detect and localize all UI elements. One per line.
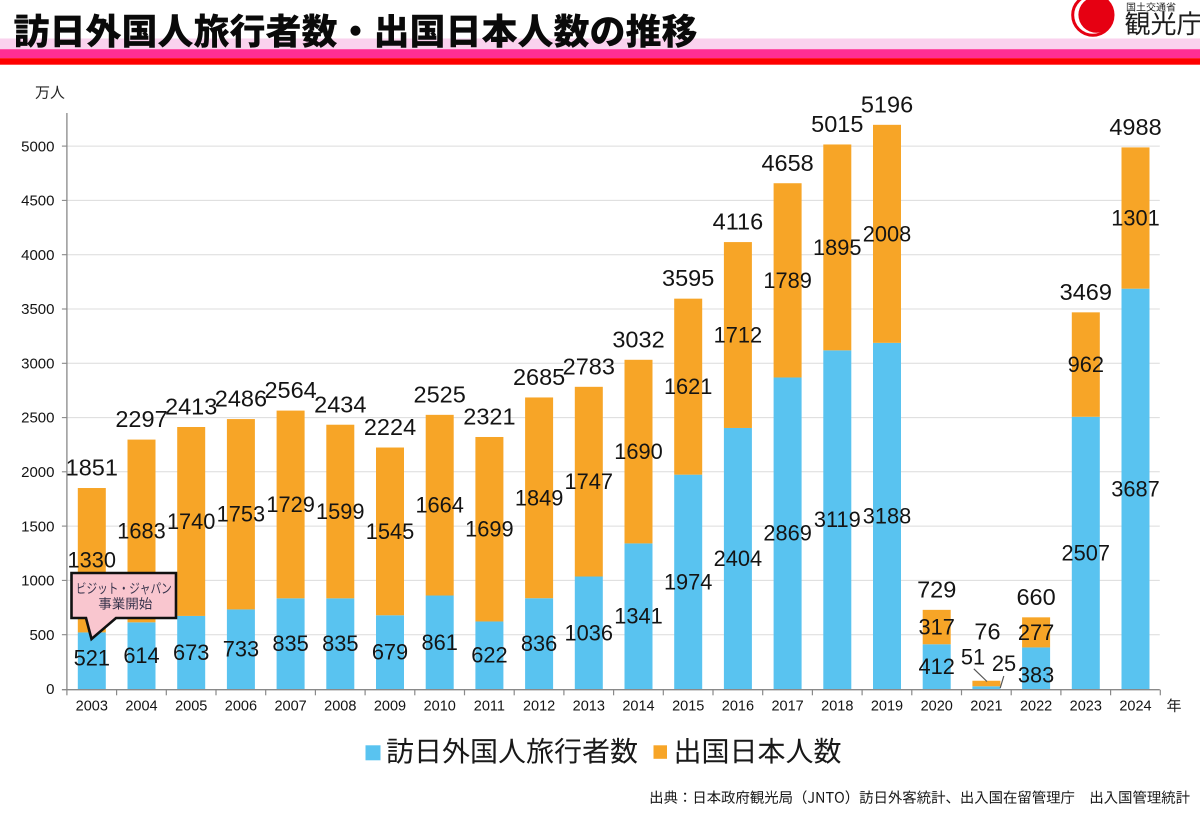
svg-text:2023: 2023 — [1070, 699, 1102, 715]
svg-text:4000: 4000 — [21, 247, 54, 264]
svg-text:1621: 1621 — [664, 374, 713, 399]
svg-text:2015: 2015 — [672, 699, 704, 715]
svg-text:2000: 2000 — [21, 464, 54, 481]
svg-text:614: 614 — [123, 643, 159, 668]
svg-text:622: 622 — [471, 643, 507, 668]
svg-text:679: 679 — [372, 640, 408, 665]
svg-text:962: 962 — [1068, 352, 1104, 377]
svg-text:277: 277 — [1018, 620, 1054, 645]
svg-text:2008: 2008 — [863, 221, 912, 246]
svg-text:2525: 2525 — [414, 381, 466, 407]
svg-text:1000: 1000 — [21, 573, 54, 590]
svg-text:3500: 3500 — [21, 301, 54, 318]
svg-text:1851: 1851 — [66, 455, 118, 481]
svg-text:76: 76 — [974, 619, 1000, 645]
svg-text:1545: 1545 — [366, 519, 415, 544]
svg-text:3000: 3000 — [21, 355, 54, 372]
svg-text:861: 861 — [422, 630, 458, 655]
svg-text:1895: 1895 — [813, 235, 862, 260]
svg-text:2024: 2024 — [1119, 699, 1151, 715]
svg-text:25: 25 — [992, 651, 1016, 676]
svg-text:2017: 2017 — [771, 699, 803, 715]
svg-text:1789: 1789 — [763, 268, 812, 293]
svg-text:2009: 2009 — [374, 699, 406, 715]
svg-text:2007: 2007 — [274, 699, 306, 715]
svg-text:1699: 1699 — [465, 517, 514, 542]
svg-text:5015: 5015 — [811, 111, 863, 137]
svg-text:4988: 4988 — [1109, 114, 1161, 140]
svg-text:1747: 1747 — [565, 469, 614, 494]
svg-text:1849: 1849 — [515, 485, 564, 510]
svg-text:3119: 3119 — [814, 507, 861, 532]
svg-text:2016: 2016 — [722, 699, 754, 715]
svg-text:2012: 2012 — [523, 699, 555, 715]
svg-text:2404: 2404 — [714, 546, 763, 571]
svg-text:383: 383 — [1018, 663, 1054, 688]
svg-text:1974: 1974 — [664, 569, 713, 594]
svg-text:2783: 2783 — [563, 353, 615, 379]
svg-text:2685: 2685 — [513, 364, 565, 390]
svg-text:3469: 3469 — [1060, 279, 1112, 305]
svg-text:2413: 2413 — [165, 394, 217, 420]
svg-text:836: 836 — [521, 631, 557, 656]
svg-text:1301: 1301 — [1111, 206, 1160, 231]
svg-text:2486: 2486 — [215, 386, 267, 412]
svg-text:0: 0 — [46, 681, 54, 698]
svg-text:729: 729 — [917, 576, 956, 602]
svg-text:2019: 2019 — [871, 699, 903, 715]
svg-text:521: 521 — [74, 646, 110, 671]
svg-text:4500: 4500 — [21, 193, 54, 210]
svg-text:2224: 2224 — [364, 414, 416, 440]
svg-text:2022: 2022 — [1020, 699, 1052, 715]
svg-text:733: 733 — [223, 637, 259, 662]
svg-text:1664: 1664 — [415, 493, 464, 518]
svg-text:1729: 1729 — [266, 492, 315, 517]
svg-text:1036: 1036 — [565, 620, 614, 645]
svg-text:2500: 2500 — [21, 410, 54, 427]
svg-text:2020: 2020 — [921, 699, 953, 715]
svg-text:2434: 2434 — [314, 391, 366, 417]
svg-text:5196: 5196 — [861, 91, 913, 117]
svg-text:2003: 2003 — [76, 699, 108, 715]
svg-text:317: 317 — [919, 615, 955, 640]
svg-text:3188: 3188 — [863, 503, 912, 528]
svg-text:2004: 2004 — [125, 699, 157, 715]
svg-text:3595: 3595 — [662, 265, 714, 291]
svg-text:1330: 1330 — [68, 548, 117, 573]
svg-text:2010: 2010 — [424, 699, 456, 715]
svg-text:835: 835 — [272, 631, 308, 656]
svg-text:2013: 2013 — [573, 699, 605, 715]
svg-text:1712: 1712 — [714, 323, 763, 348]
svg-text:2507: 2507 — [1062, 540, 1111, 565]
svg-text:2014: 2014 — [622, 699, 654, 715]
svg-text:1683: 1683 — [117, 519, 166, 544]
svg-text:51: 51 — [961, 645, 985, 670]
svg-text:1690: 1690 — [614, 439, 663, 464]
svg-text:1500: 1500 — [21, 518, 54, 535]
svg-text:3687: 3687 — [1111, 476, 1160, 501]
svg-text:2005: 2005 — [175, 699, 207, 715]
svg-text:2021: 2021 — [970, 699, 1002, 715]
svg-text:3032: 3032 — [612, 326, 664, 352]
svg-text:2869: 2869 — [763, 521, 812, 546]
svg-text:2006: 2006 — [225, 699, 257, 715]
svg-text:2008: 2008 — [324, 699, 356, 715]
svg-text:2297: 2297 — [115, 406, 167, 432]
svg-text:1599: 1599 — [316, 499, 365, 524]
svg-text:835: 835 — [322, 631, 358, 656]
svg-text:1341: 1341 — [614, 604, 663, 629]
svg-text:412: 412 — [919, 654, 955, 679]
svg-text:5000: 5000 — [21, 138, 54, 155]
svg-text:1740: 1740 — [167, 509, 216, 534]
svg-text:2321: 2321 — [463, 404, 515, 430]
svg-text:1753: 1753 — [217, 502, 266, 527]
svg-text:2011: 2011 — [474, 699, 505, 715]
svg-text:2018: 2018 — [821, 699, 853, 715]
svg-text:4116: 4116 — [713, 209, 764, 235]
svg-text:500: 500 — [29, 627, 54, 644]
svg-text:673: 673 — [173, 640, 209, 665]
svg-text:2564: 2564 — [264, 377, 316, 403]
svg-text:4658: 4658 — [761, 150, 813, 176]
svg-text:660: 660 — [1016, 584, 1055, 610]
